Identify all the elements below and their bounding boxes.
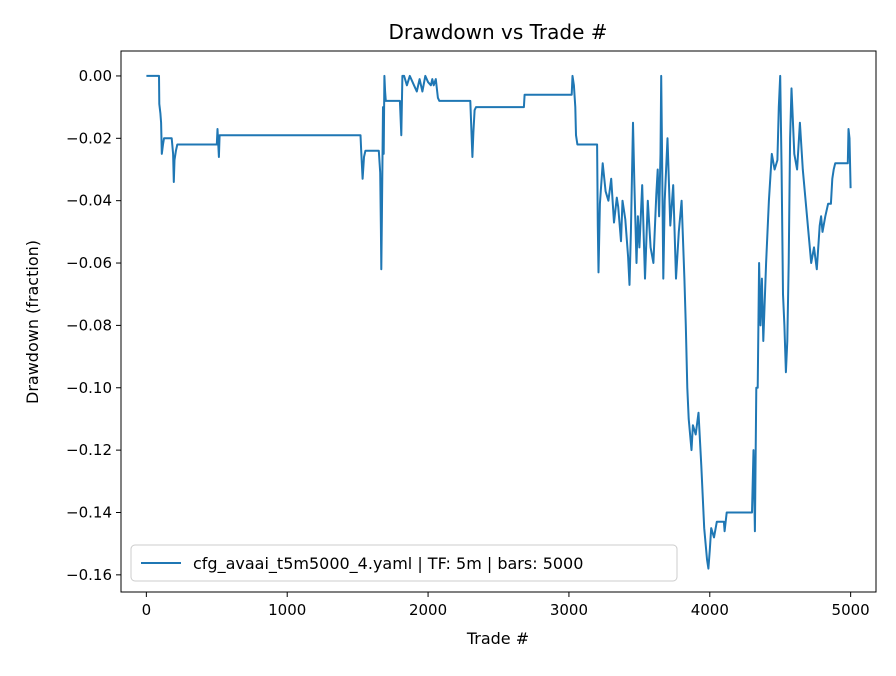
x-axis-label: Trade # [466,629,529,648]
x-tick-label: 3000 [550,601,588,619]
series-line-0 [146,74,852,570]
y-tick-label: −0.06 [66,254,112,272]
y-tick-label: 0.00 [79,67,112,85]
y-tick-label: −0.14 [66,503,112,521]
y-axis-label: Drawdown (fraction) [23,240,42,404]
x-tick-label: 0 [142,601,152,619]
axes-frame [120,50,877,593]
y-tick-label: −0.02 [66,129,112,147]
plot-area [146,74,852,570]
axes: 0 1000 2000 3000 4000 5000 0.00 −0.02 −0.04 −0.06… [66,50,877,619]
y-tick-label: −0.08 [66,316,112,334]
chart-title: Drawdown vs Trade # [388,20,607,44]
legend: cfg_avaai_t5m5000_4.yaml | TF: 5m | bars… [130,544,678,582]
legend-label-0: cfg_avaai_t5m5000_4.yaml | TF: 5m | bars… [193,554,583,574]
legend-box [130,544,678,582]
y-tick-label: −0.10 [66,379,112,397]
y-tick-label: −0.16 [66,566,112,584]
y-tick-label: −0.12 [66,441,112,459]
y-tick-label: −0.04 [66,192,112,210]
x-tick-label: 2000 [409,601,447,619]
x-tick-label: 4000 [691,601,729,619]
x-tick-label: 5000 [832,601,870,619]
x-tick-label: 1000 [268,601,306,619]
